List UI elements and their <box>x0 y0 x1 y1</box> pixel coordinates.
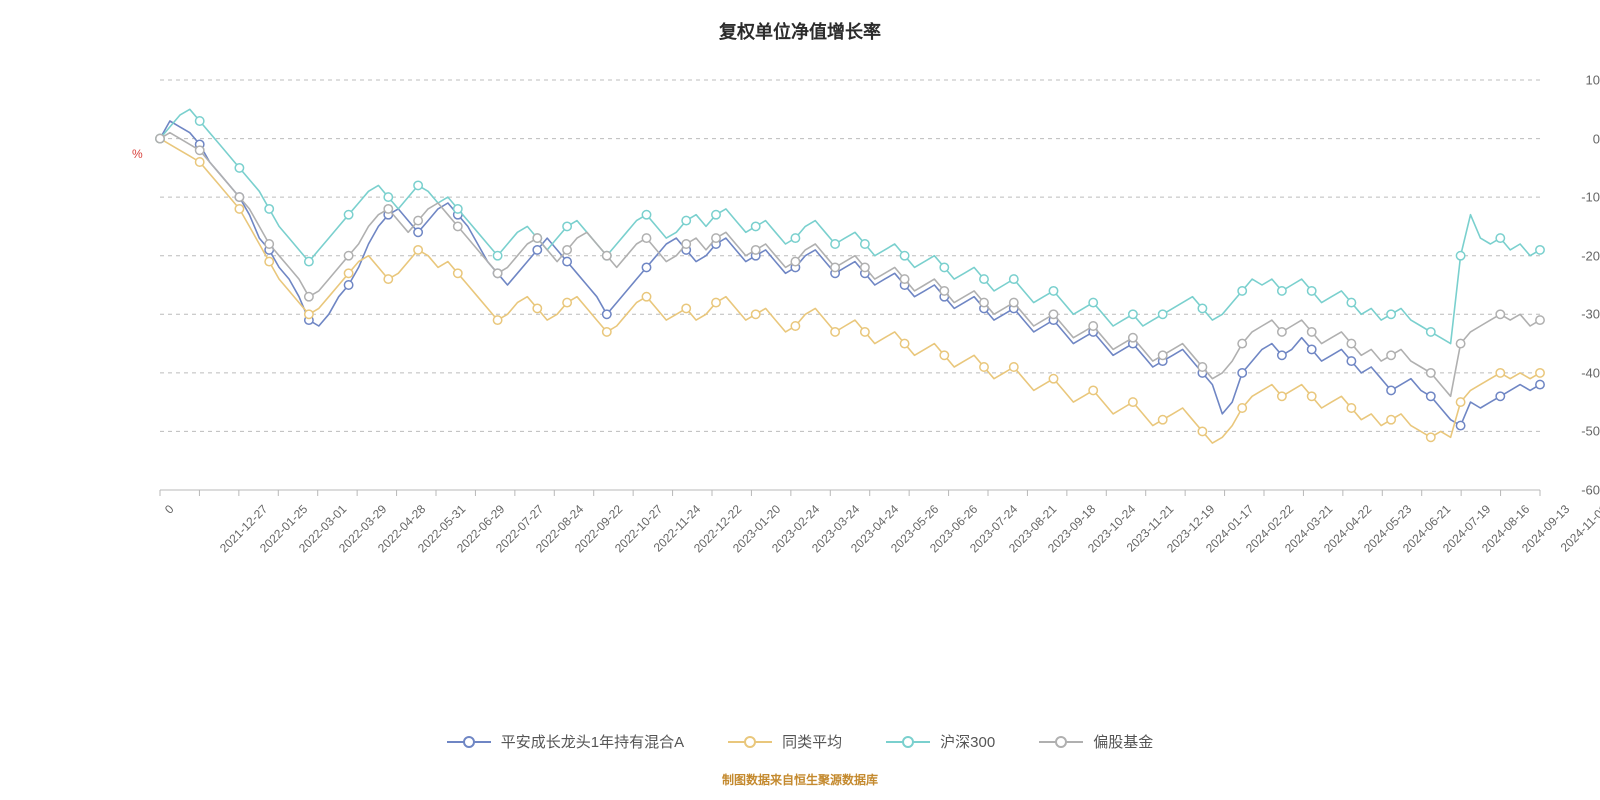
legend-swatch <box>728 741 772 743</box>
y-tick-label: -40 <box>1452 365 1600 380</box>
legend-label: 同类平均 <box>782 731 842 752</box>
legend-item[interactable]: 偏股基金 <box>1039 731 1153 752</box>
legend-item[interactable]: 沪深300 <box>886 731 995 752</box>
y-tick-label: -20 <box>1452 248 1600 263</box>
y-tick-label: -50 <box>1452 424 1600 439</box>
y-tick-label: 10 <box>1452 73 1600 88</box>
chart-container: 复权单位净值增长率 % -60-50-40-30-20-10010 02021-… <box>0 0 1600 800</box>
y-tick-label: 0 <box>1452 131 1600 146</box>
chart-footer: 制图数据来自恒生聚源数据库 <box>0 771 1600 788</box>
y-tick-label: -10 <box>1452 190 1600 205</box>
y-tick-label: -30 <box>1452 307 1600 322</box>
legend-marker-icon <box>463 736 475 748</box>
chart-svg <box>0 0 1600 800</box>
legend: 平安成长龙头1年持有混合A 同类平均 沪深300 偏股基金 <box>0 731 1600 752</box>
legend-label: 沪深300 <box>940 731 995 752</box>
legend-item[interactable]: 同类平均 <box>728 731 842 752</box>
y-tick-label: -60 <box>1452 483 1600 498</box>
legend-marker-icon <box>744 736 756 748</box>
legend-marker-icon <box>1055 736 1067 748</box>
legend-label: 偏股基金 <box>1093 731 1153 752</box>
legend-item[interactable]: 平安成长龙头1年持有混合A <box>447 731 684 752</box>
legend-swatch <box>1039 741 1083 743</box>
legend-swatch <box>886 741 930 743</box>
legend-swatch <box>447 741 491 743</box>
legend-marker-icon <box>902 736 914 748</box>
legend-label: 平安成长龙头1年持有混合A <box>501 731 684 752</box>
